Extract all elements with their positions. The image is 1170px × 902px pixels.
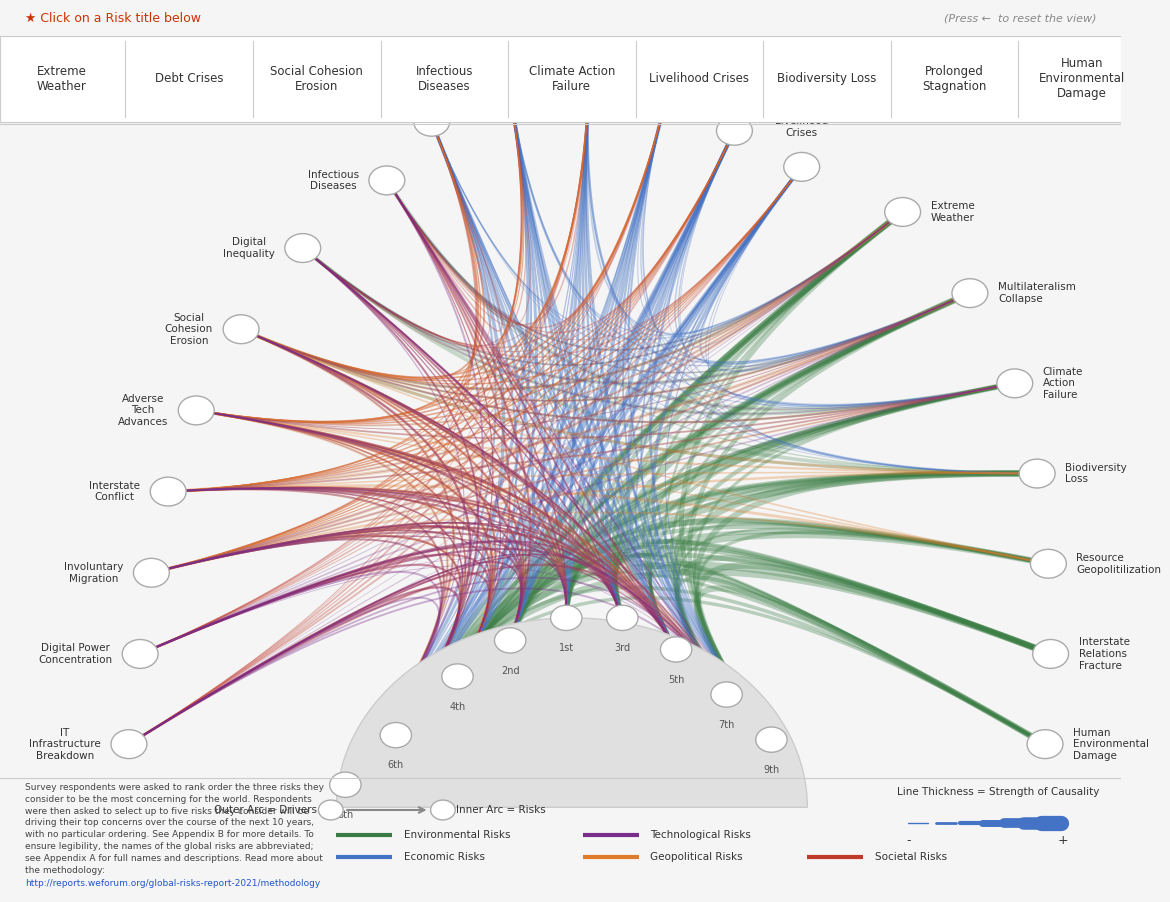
Text: Infectious
Diseases: Infectious Diseases [415,65,473,93]
Text: 5th: 5th [668,675,684,685]
Text: 4th: 4th [449,702,466,712]
Circle shape [150,477,186,506]
Text: 8th: 8th [337,810,353,820]
Text: Societal Risks: Societal Risks [875,851,947,862]
Text: Debt Crises: Debt Crises [154,72,223,86]
Text: http://reports.weforum.org/global-risks-report-2021/methodology: http://reports.weforum.org/global-risks-… [25,879,319,888]
Circle shape [495,628,525,653]
Circle shape [997,369,1033,398]
Text: Social Cohesion
Erosion: Social Cohesion Erosion [270,65,363,93]
Circle shape [551,605,581,630]
Text: Digital
Inequality: Digital Inequality [222,237,275,259]
Text: Human
Environmental
Damage: Human Environmental Damage [1039,58,1126,100]
Text: Geopolitical Risks: Geopolitical Risks [651,851,743,862]
Circle shape [647,89,683,118]
Text: Debt
Crises: Debt Crises [415,71,448,93]
Text: Interstate
Conflict: Interstate Conflict [89,481,140,502]
Text: Extreme
Weather: Extreme Weather [36,65,87,93]
Circle shape [885,198,921,226]
Text: Extreme
Weather: Extreme Weather [930,201,975,223]
Text: 3rd: 3rd [614,643,631,653]
Text: Social Security
Collapse: Social Security Collapse [696,80,773,102]
Circle shape [284,234,321,262]
Text: 6th: 6th [387,760,404,770]
Text: Climate
Action
Failure: Climate Action Failure [1042,367,1083,400]
Text: Human
Environmental
Damage: Human Environmental Damage [1073,728,1149,760]
Circle shape [784,152,820,181]
Circle shape [952,279,987,308]
Circle shape [711,682,742,707]
Circle shape [1033,640,1068,668]
Text: ★ Click on a Risk title below: ★ Click on a Risk title below [25,12,201,24]
Text: Survey respondents were asked to rank order the three risks they
consider to be : Survey respondents were asked to rank or… [25,783,324,875]
Text: Biodiversity
Loss: Biodiversity Loss [1065,463,1127,484]
FancyBboxPatch shape [0,36,1121,122]
Circle shape [223,315,259,344]
Text: IT
Infrastructure
Breakdown: IT Infrastructure Breakdown [29,728,101,760]
Text: Inner Arc = Risks: Inner Arc = Risks [456,805,546,815]
Text: Infectious
Diseases: Infectious Diseases [308,170,359,191]
Text: Youth
Disillusionment: Youth Disillusionment [549,35,629,57]
Text: 1st: 1st [559,643,573,653]
Circle shape [1019,459,1055,488]
Circle shape [380,723,412,748]
Text: Biodiversity Loss: Biodiversity Loss [777,72,876,86]
Circle shape [133,558,170,587]
Text: Outer Arc = Drivers: Outer Arc = Drivers [214,805,317,815]
Circle shape [369,166,405,195]
Circle shape [122,640,158,668]
Text: Involuntary
Migration: Involuntary Migration [64,562,123,584]
Wedge shape [337,618,807,807]
Circle shape [178,396,214,425]
Circle shape [431,800,455,820]
Text: Livelihood Crises: Livelihood Crises [649,72,750,86]
Text: 9th: 9th [763,765,779,775]
Circle shape [111,730,147,759]
Circle shape [330,772,362,797]
Circle shape [414,107,449,136]
Text: Prolonged
Stagnation: Prolonged Stagnation [636,53,694,75]
Text: 2nd: 2nd [501,666,519,676]
Text: Economic Risks: Economic Risks [404,851,484,862]
Circle shape [442,664,473,689]
Text: Social
Cohesion
Erosion: Social Cohesion Erosion [165,313,213,345]
Circle shape [660,637,691,662]
Circle shape [716,116,752,145]
Text: Environmental Risks: Environmental Risks [404,830,510,841]
Circle shape [1027,730,1064,759]
Text: Digital Power
Concentration: Digital Power Concentration [37,643,112,665]
Circle shape [571,71,606,100]
Text: Adverse
Tech
Advances: Adverse Tech Advances [118,394,168,427]
Text: Resource
Geopolitilization: Resource Geopolitilization [1076,553,1162,575]
Text: 7th: 7th [718,720,735,730]
Text: Climate Action
Failure: Climate Action Failure [529,65,615,93]
Circle shape [1031,549,1066,578]
Text: Multilateralism
Collapse: Multilateralism Collapse [998,282,1075,304]
Text: -: - [906,834,910,847]
Text: +: + [1058,834,1068,847]
Text: (Press ←  to reset the view): (Press ← to reset the view) [944,13,1096,23]
Text: Livelihood
Crises: Livelihood Crises [775,116,828,138]
Circle shape [756,727,787,752]
Text: Technological Risks: Technological Risks [651,830,751,841]
Circle shape [318,800,343,820]
Text: Prolonged
Stagnation: Prolonged Stagnation [922,65,986,93]
Circle shape [493,80,528,109]
Circle shape [606,605,638,630]
Text: Line Thickness = Strength of Causality: Line Thickness = Strength of Causality [897,787,1100,797]
Text: Interstate
Relations
Fracture: Interstate Relations Fracture [1079,638,1130,670]
Text: Asset Bubble
Burst: Asset Bubble Burst [476,44,544,66]
FancyBboxPatch shape [0,0,1121,36]
